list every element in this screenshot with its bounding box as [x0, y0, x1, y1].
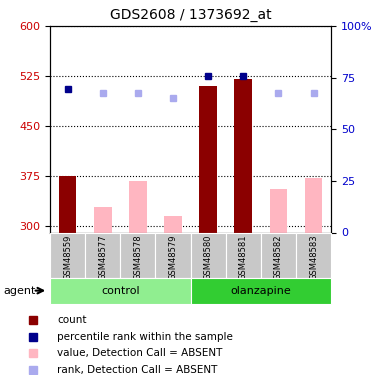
Bar: [50, 232, 85, 278]
Bar: [199, 86, 217, 232]
Bar: [191, 278, 331, 304]
Bar: [296, 232, 331, 278]
Text: GSM48577: GSM48577: [98, 234, 107, 280]
Text: GSM48582: GSM48582: [274, 234, 283, 280]
Text: percentile rank within the sample: percentile rank within the sample: [57, 332, 233, 342]
Bar: [226, 232, 261, 278]
Text: rank, Detection Call = ABSENT: rank, Detection Call = ABSENT: [57, 365, 218, 375]
Bar: [191, 232, 226, 278]
Bar: [129, 181, 147, 232]
Bar: [261, 232, 296, 278]
Bar: [94, 207, 112, 232]
Bar: [156, 232, 191, 278]
Text: olanzapine: olanzapine: [231, 286, 291, 296]
Title: GDS2608 / 1373692_at: GDS2608 / 1373692_at: [110, 9, 271, 22]
Text: GSM48583: GSM48583: [309, 234, 318, 280]
Text: count: count: [57, 315, 87, 325]
Text: GSM48581: GSM48581: [239, 234, 248, 280]
Bar: [59, 176, 76, 232]
Bar: [85, 232, 120, 278]
Bar: [305, 178, 322, 232]
Text: GSM48578: GSM48578: [133, 234, 142, 280]
Text: GSM48580: GSM48580: [204, 234, 213, 280]
Text: GSM48579: GSM48579: [169, 234, 177, 280]
Bar: [164, 216, 182, 232]
Bar: [121, 232, 156, 278]
Bar: [270, 189, 287, 232]
Bar: [50, 278, 191, 304]
Text: control: control: [101, 286, 140, 296]
Bar: [234, 80, 252, 232]
Text: GSM48559: GSM48559: [63, 234, 72, 280]
Text: value, Detection Call = ABSENT: value, Detection Call = ABSENT: [57, 348, 223, 358]
Text: agent: agent: [4, 286, 36, 296]
